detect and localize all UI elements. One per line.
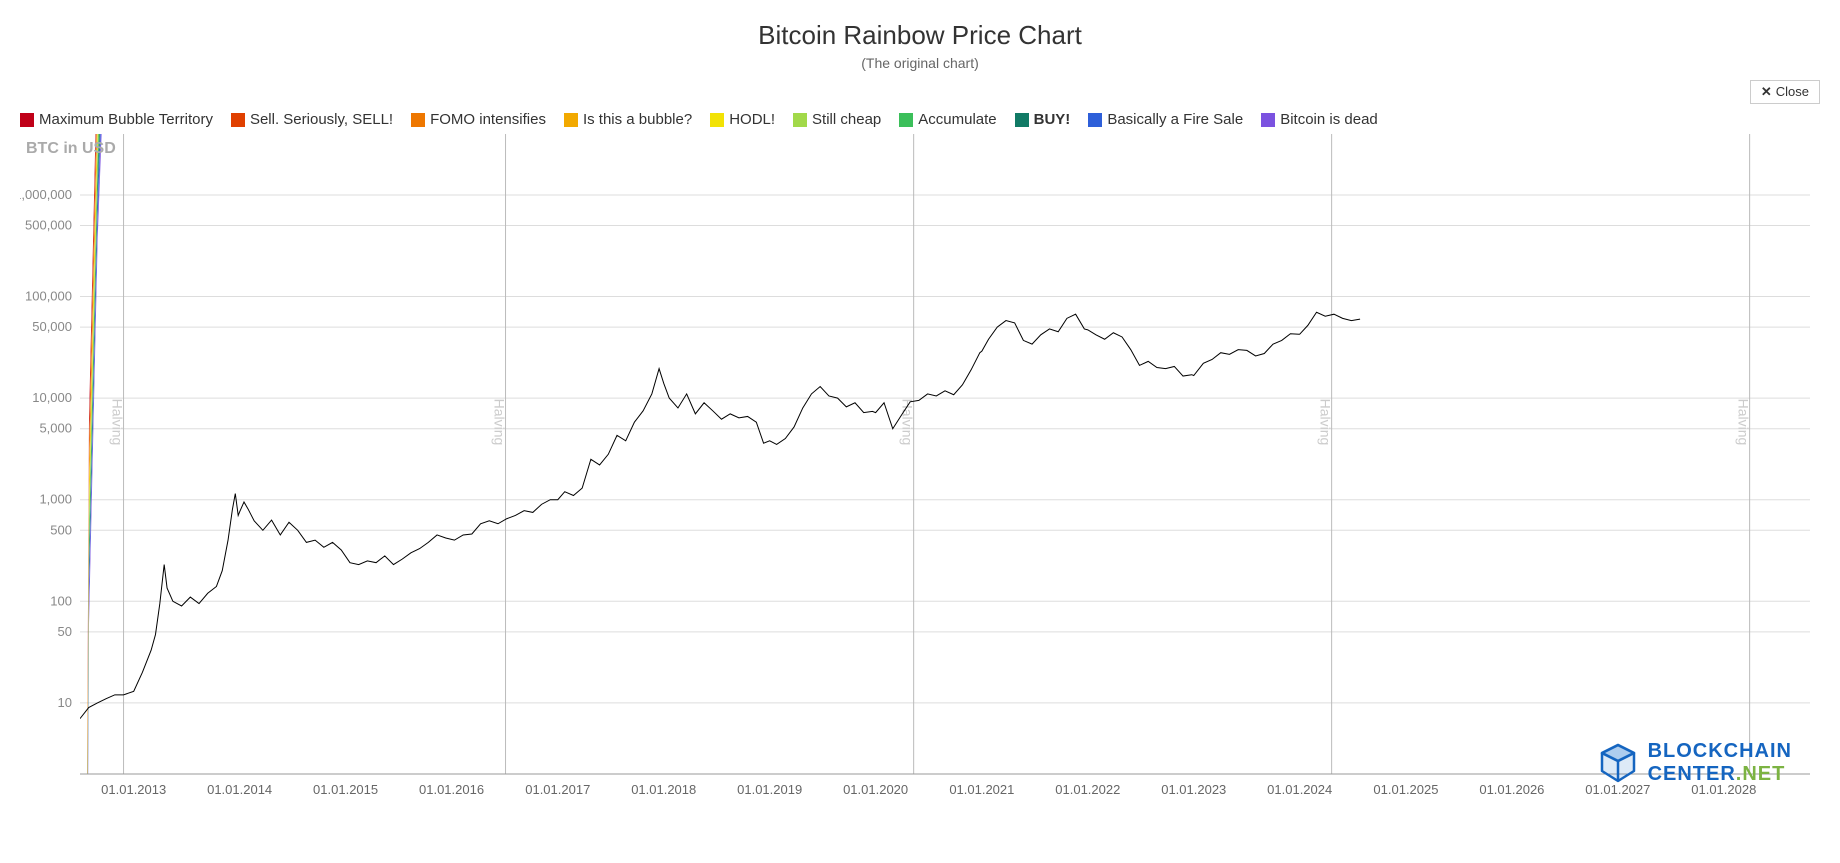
brand-text-2: CENTER (1648, 763, 1736, 785)
legend-item[interactable]: Bitcoin is dead (1261, 111, 1378, 128)
legend-swatch (710, 113, 724, 127)
legend-swatch (793, 113, 807, 127)
y-tick-label: 500 (50, 522, 72, 537)
legend-label: FOMO intensifies (430, 111, 546, 128)
legend-label: Maximum Bubble Territory (39, 111, 213, 128)
legend-label: Basically a Fire Sale (1107, 111, 1243, 128)
x-tick-label: 01.01.2021 (949, 782, 1014, 797)
legend-swatch (899, 113, 913, 127)
legend-swatch (564, 113, 578, 127)
y-tick-label: 5,000 (39, 421, 72, 436)
y-tick-label: 50,000 (32, 319, 72, 334)
chart-legend: Maximum Bubble Territory Sell. Seriously,… (0, 101, 1840, 134)
legend-swatch (411, 113, 425, 127)
x-tick-label: 01.01.2016 (419, 782, 484, 797)
legend-label: Bitcoin is dead (1280, 111, 1378, 128)
x-tick-label: 01.01.2018 (631, 782, 696, 797)
legend-item[interactable]: FOMO intensifies (411, 111, 546, 128)
y-axis-title: BTC in USD (26, 140, 116, 158)
x-tick-label: 01.01.2025 (1373, 782, 1438, 797)
legend-item[interactable]: Maximum Bubble Territory (20, 111, 213, 128)
legend-item[interactable]: Is this a bubble? (564, 111, 692, 128)
y-tick-label: 100 (50, 593, 72, 608)
legend-label: Is this a bubble? (583, 111, 692, 128)
legend-label: Accumulate (918, 111, 996, 128)
halving-label: Halving (110, 399, 126, 446)
chart-title: Bitcoin Rainbow Price Chart (0, 20, 1840, 51)
x-tick-label: 01.01.2017 (525, 782, 590, 797)
legend-label: HODL! (729, 111, 775, 128)
x-tick-label: 01.01.2014 (207, 782, 272, 797)
halving-label: Halving (1318, 399, 1334, 446)
y-tick-label: 1,000 (39, 492, 72, 507)
x-tick-label: 01.01.2020 (843, 782, 908, 797)
y-tick-label: 100,000 (25, 289, 72, 304)
cube-icon (1596, 741, 1640, 785)
x-tick-label: 01.01.2024 (1267, 782, 1332, 797)
legend-item[interactable]: Sell. Seriously, SELL! (231, 111, 393, 128)
legend-swatch (1088, 113, 1102, 127)
halving-label: Halving (492, 399, 508, 446)
x-tick-label: 01.01.2023 (1161, 782, 1226, 797)
brand-text-1: BLOCKCHAIN (1648, 740, 1792, 762)
legend-swatch (231, 113, 245, 127)
y-tick-label: 500,000 (25, 218, 72, 233)
chart-area: BTC in USD 10 50 100 500 1,000 5,000 10,000 50,… (20, 134, 1820, 814)
x-tick-label: 01.01.2022 (1055, 782, 1120, 797)
close-button[interactable]: ✕ Close (1750, 80, 1820, 104)
chart-svg: 10 50 100 500 1,000 5,000 10,000 50,000 100,000 5… (20, 134, 1820, 814)
halving-label: Halving (1736, 399, 1752, 446)
legend-swatch (20, 113, 34, 127)
legend-item[interactable]: Basically a Fire Sale (1088, 111, 1243, 128)
branding-logo: BLOCKCHAIN CENTER.NET (1596, 740, 1792, 786)
x-tick-label: 01.01.2026 (1479, 782, 1544, 797)
x-tick-label: 01.01.2015 (313, 782, 378, 797)
y-tick-label: 10,000 (32, 390, 72, 405)
legend-label: Sell. Seriously, SELL! (250, 111, 393, 128)
x-tick-label: 01.01.2019 (737, 782, 802, 797)
legend-label: BUY! (1034, 111, 1071, 128)
legend-label: Still cheap (812, 111, 881, 128)
legend-item[interactable]: Accumulate (899, 111, 996, 128)
x-tick-label: 01.01.2013 (101, 782, 166, 797)
legend-swatch (1015, 113, 1029, 127)
close-label: Close (1776, 84, 1809, 99)
chart-subtitle: (The original chart) (0, 55, 1840, 71)
y-tick-label: 1,000,000 (20, 187, 72, 202)
legend-swatch (1261, 113, 1275, 127)
y-tick-label: 10 (58, 695, 72, 710)
legend-item[interactable]: BUY! (1015, 111, 1071, 128)
legend-item[interactable]: Still cheap (793, 111, 881, 128)
close-icon: ✕ (1761, 84, 1772, 99)
legend-item[interactable]: HODL! (710, 111, 775, 128)
y-tick-label: 50 (58, 624, 72, 639)
brand-text-3: .NET (1736, 763, 1786, 785)
